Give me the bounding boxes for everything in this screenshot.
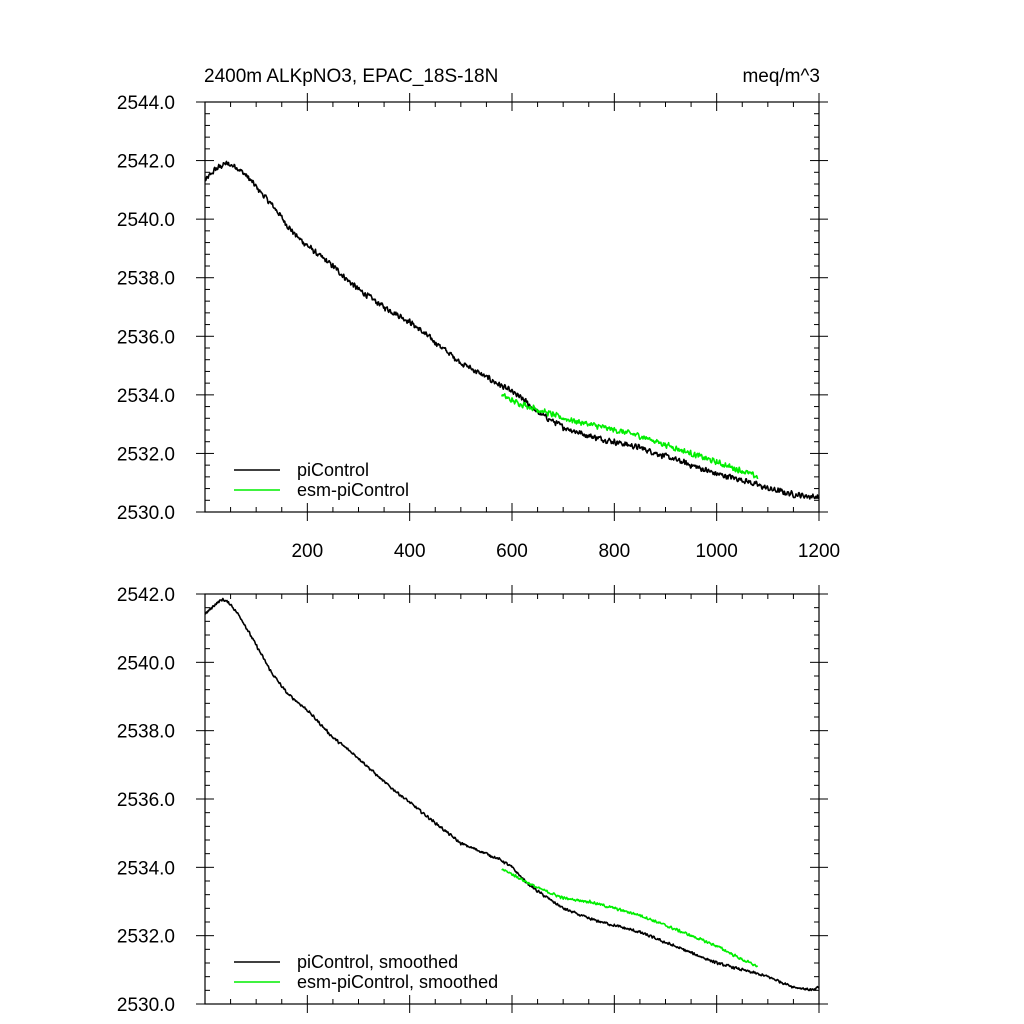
top-x-tick-label: 800 [598,541,630,562]
top-x-tick-labels: 200 400 600 800 1000 1200 [291,541,840,562]
series-line-esm-picontrol-smoothed [501,868,759,968]
legend-label-picontrol-smoothed: piControl, smoothed [297,952,458,972]
top-legend: piControl esm-piControl [234,460,409,500]
top-plot-frame [204,101,820,513]
top-y-tick-label: 2530.0 [117,503,175,524]
chart-title: 2400m ALKpNO3, EPAC_18S-18N [204,66,498,87]
top-y-tick-label: 2538.0 [117,269,175,290]
bottom-y-tick-label: 2538.0 [117,722,175,743]
top-y-tick-label: 2544.0 [117,93,175,114]
bottom-y-tick-label: 2530.0 [117,995,175,1016]
bottom-legend: piControl, smoothed esm-piControl, smoot… [234,952,498,992]
top-x-tick-label: 600 [496,541,528,562]
series-line-picontrol [204,160,820,500]
legend-label-esm-picontrol-smoothed: esm-piControl, smoothed [297,972,498,992]
top-y-tick-labels: 2530.0 2532.0 2534.0 2536.0 2538.0 2540.0 2542… [117,93,175,524]
chart-units: meq/m^3 [742,66,820,87]
series-line-esm-picontrol [501,393,759,480]
top-x-tick-label: 200 [291,541,323,562]
top-y-tick-label: 2534.0 [117,386,175,407]
bottom-plot-frame [204,593,820,1005]
bottom-y-tick-label: 2534.0 [117,858,175,879]
top-x-tick-label: 1000 [696,541,738,562]
bottom-y-tick-label: 2542.0 [117,585,175,606]
top-tick-marks [196,93,828,521]
bottom-y-tick-label: 2532.0 [117,927,175,948]
top-series-group [204,160,820,500]
bottom-y-tick-label: 2536.0 [117,790,175,811]
top-x-tick-label: 1200 [798,541,840,562]
top-y-tick-label: 2536.0 [117,327,175,348]
top-x-tick-label: 400 [394,541,426,562]
legend-label-picontrol: piControl [297,460,369,480]
top-panel: 2400m ALKpNO3, EPAC_18S-18N meq/m^3 2530… [117,66,840,562]
top-y-tick-label: 2540.0 [117,210,175,231]
series-line-picontrol-smoothed [204,597,820,992]
bottom-y-tick-labels: 2530.0 2532.0 2534.0 2536.0 2538.0 2540.0 2542… [117,585,175,1016]
top-y-tick-label: 2532.0 [117,444,175,465]
bottom-panel: 2530.0 2532.0 2534.0 2536.0 2538.0 2540.0 2542… [117,585,828,1016]
top-y-tick-label: 2542.0 [117,152,175,173]
bottom-series-group [204,597,820,992]
legend-label-esm-picontrol: esm-piControl [297,480,409,500]
bottom-tick-marks [196,585,828,1013]
bottom-y-tick-label: 2540.0 [117,653,175,674]
